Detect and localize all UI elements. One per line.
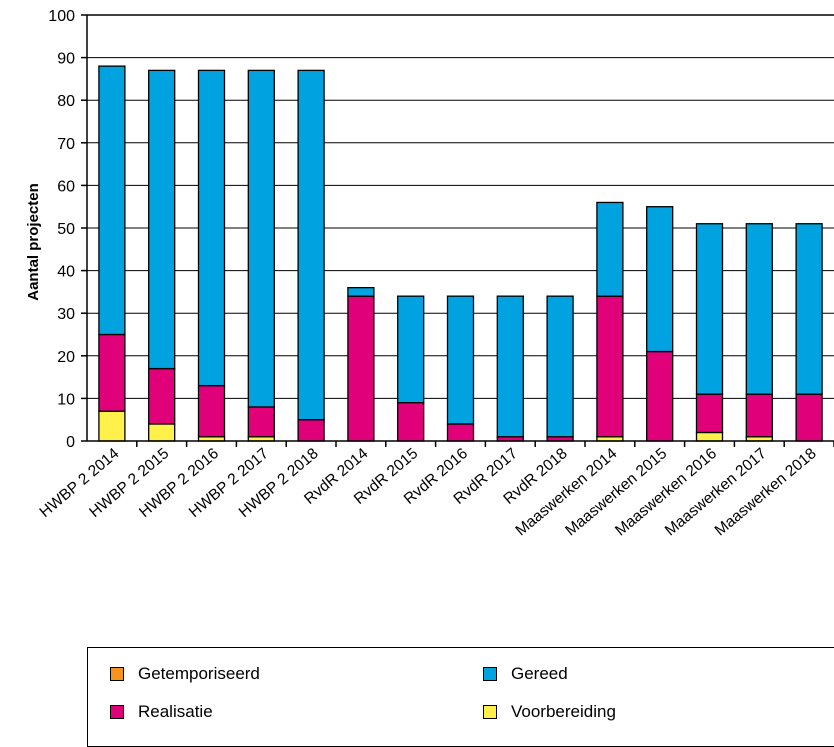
bar-segment-gereed	[496, 295, 524, 438]
bar-segment-gereed	[98, 65, 126, 336]
legend-label: Voorbereiding	[511, 702, 616, 721]
bar-segment-realisatie	[596, 295, 624, 438]
bar-segment-gereed	[347, 286, 375, 297]
bar-segment-gereed	[148, 69, 176, 370]
legend-label: Getemporiseerd	[138, 664, 260, 683]
bar-segment-realisatie	[197, 384, 226, 438]
y-tick-label: 70	[57, 136, 75, 153]
y-tick-label: 20	[57, 349, 75, 366]
legend-swatch	[483, 667, 497, 681]
bar-segment-realisatie	[646, 350, 674, 442]
bar-segment-realisatie	[446, 423, 475, 442]
bar-segment-gereed	[197, 69, 226, 387]
bar-segment-voorbereiding	[695, 431, 724, 442]
bars	[98, 65, 823, 442]
bar-segment-realisatie	[397, 402, 425, 442]
bar-segment-gereed	[646, 206, 674, 353]
bar-segment-realisatie	[247, 406, 275, 438]
y-tick-label: 40	[57, 264, 75, 281]
bar-segment-gereed	[546, 295, 574, 438]
bar-segment-realisatie	[98, 333, 126, 412]
bar-segment-realisatie	[745, 393, 773, 438]
bar-segment-realisatie	[695, 393, 724, 434]
y-tick-label: 60	[57, 178, 75, 195]
y-tick-label: 100	[48, 8, 75, 25]
legend-swatch	[110, 705, 124, 719]
bar-segment-realisatie	[148, 367, 176, 425]
legend-label: Realisatie	[138, 702, 213, 721]
bar-segment-gereed	[795, 223, 823, 395]
bar-segment-gereed	[297, 69, 325, 421]
legend-swatch	[483, 705, 497, 719]
bar-segment-gereed	[247, 69, 275, 408]
y-tick-labels: 0 10 20 30 40 50 60 70 80 90 100	[48, 8, 75, 451]
bar-segment-gereed	[397, 295, 425, 404]
bar-segment-gereed	[596, 201, 624, 297]
y-tick-label: 80	[57, 93, 75, 110]
bar-segment-realisatie	[795, 393, 823, 442]
legend-item-realisatie: Realisatie	[110, 702, 213, 722]
y-tick-label: 10	[57, 391, 75, 408]
legend: Getemporiseerd Gereed Realisatie Voorber…	[87, 647, 834, 747]
legend-label: Gereed	[511, 664, 568, 683]
bar-segment-realisatie	[347, 295, 375, 442]
legend-item-gereed: Gereed	[483, 664, 568, 684]
legend-item-getemporiseerd: Getemporiseerd	[110, 664, 260, 684]
bar-segment-gereed	[745, 223, 773, 395]
y-axis-label: Aantal projecten	[25, 183, 42, 301]
legend-swatch	[110, 667, 124, 681]
axes	[81, 14, 834, 447]
y-tick-label: 90	[57, 51, 75, 68]
bar-segment-gereed	[446, 295, 475, 425]
bar-segment-voorbereiding	[98, 410, 126, 442]
y-tick-label: 0	[66, 434, 75, 451]
bar-segment-voorbereiding	[148, 423, 176, 442]
y-tick-label: 50	[57, 221, 75, 238]
y-tick-label: 30	[57, 306, 75, 323]
bar-segment-realisatie	[297, 419, 325, 442]
legend-item-voorbereiding: Voorbereiding	[483, 702, 616, 722]
bar-segment-gereed	[695, 223, 724, 395]
